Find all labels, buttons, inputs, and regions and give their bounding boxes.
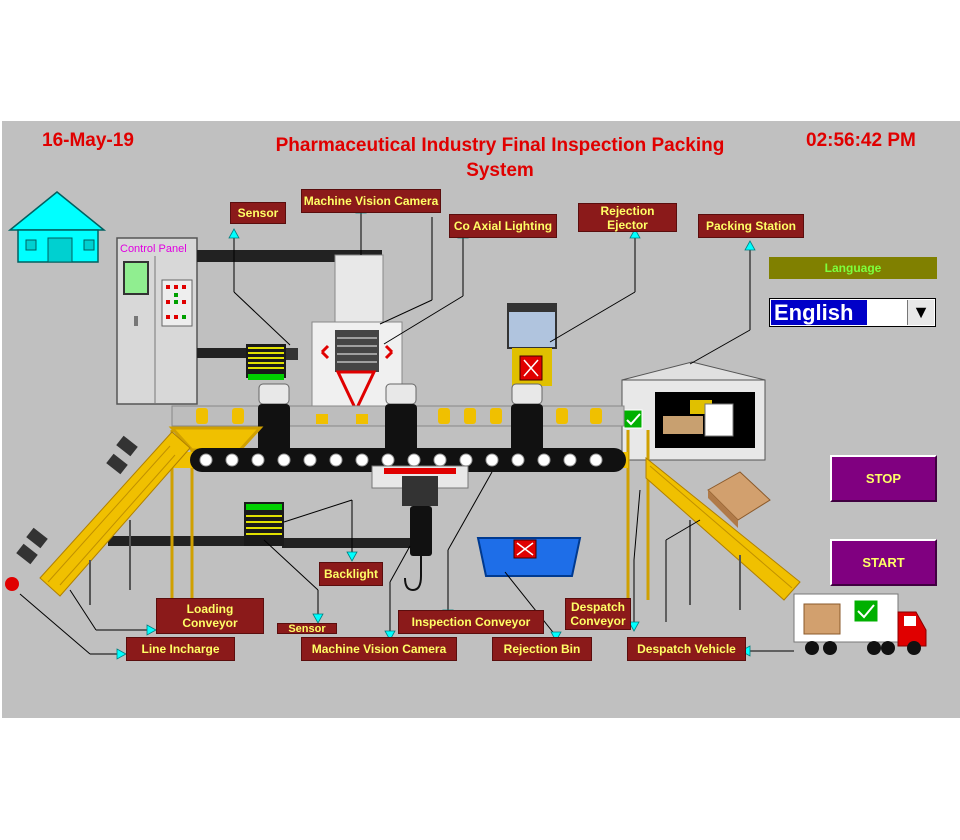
loading-bottles bbox=[16, 435, 138, 565]
label-rejection-bin[interactable]: Rejection Bin bbox=[492, 637, 592, 661]
label-packing-station[interactable]: Packing Station bbox=[698, 214, 804, 238]
start-button[interactable]: START bbox=[830, 539, 937, 586]
top-sensor-device[interactable] bbox=[246, 344, 298, 380]
language-label: Language bbox=[769, 257, 937, 279]
line-incharge-figure bbox=[5, 577, 19, 591]
language-selected-value[interactable]: English bbox=[771, 300, 867, 325]
control-panel-label: Control Panel bbox=[120, 243, 187, 255]
backlight-device[interactable] bbox=[371, 465, 469, 592]
label-inspection-conveyor[interactable]: Inspection Conveyor bbox=[398, 610, 544, 634]
dropdown-arrow-icon[interactable]: ▼ bbox=[907, 300, 934, 325]
home-icon[interactable] bbox=[7, 191, 107, 263]
cable bbox=[282, 538, 412, 548]
cable bbox=[108, 536, 248, 546]
bottom-sensor-device[interactable] bbox=[244, 502, 284, 546]
despatch-box bbox=[707, 471, 771, 528]
bottle-2 bbox=[385, 383, 417, 452]
current-time: 02:56:42 PM bbox=[806, 130, 916, 151]
rejection-bin-device[interactable] bbox=[476, 537, 582, 577]
label-despatch-conveyor[interactable]: Despatch Conveyor bbox=[565, 598, 631, 630]
stop-button[interactable]: STOP bbox=[830, 455, 937, 502]
control-panel-cabinet[interactable] bbox=[116, 237, 198, 405]
vision-camera-housing[interactable] bbox=[311, 254, 403, 419]
label-machine-vision-camera-bottom[interactable]: Machine Vision Camera bbox=[301, 637, 457, 661]
label-loading-conveyor[interactable]: Loading Conveyor bbox=[156, 598, 264, 634]
label-machine-vision-camera-top[interactable]: Machine Vision Camera bbox=[301, 189, 441, 213]
label-backlight[interactable]: Backlight bbox=[319, 562, 383, 586]
label-despatch-vehicle[interactable]: Despatch Vehicle bbox=[627, 637, 746, 661]
current-date: 16-May-19 bbox=[42, 130, 134, 151]
bottle-3 bbox=[511, 383, 543, 452]
conveyor-guides bbox=[196, 408, 602, 424]
label-co-axial-lighting[interactable]: Co Axial Lighting bbox=[449, 214, 557, 238]
cable bbox=[197, 348, 247, 358]
label-sensor-top[interactable]: Sensor bbox=[230, 202, 286, 224]
rejection-ejector-device[interactable] bbox=[507, 303, 557, 386]
label-sensor-bottom[interactable]: Sensor bbox=[277, 623, 337, 635]
label-line-incharge[interactable]: Line Incharge bbox=[126, 637, 235, 661]
despatch-truck[interactable] bbox=[793, 593, 927, 655]
page-title: Pharmaceutical Industry Final Inspection… bbox=[275, 135, 725, 181]
language-select[interactable]: English ▼ bbox=[769, 298, 936, 327]
bottle-1 bbox=[258, 383, 290, 452]
packing-station-device[interactable] bbox=[621, 361, 766, 461]
label-rejection-ejector[interactable]: Rejection Ejector bbox=[578, 203, 677, 232]
despatch-conveyor bbox=[645, 456, 801, 610]
arrow-heads bbox=[116, 203, 756, 660]
leader-lines bbox=[19, 213, 794, 655]
loading-conveyor bbox=[5, 431, 191, 605]
